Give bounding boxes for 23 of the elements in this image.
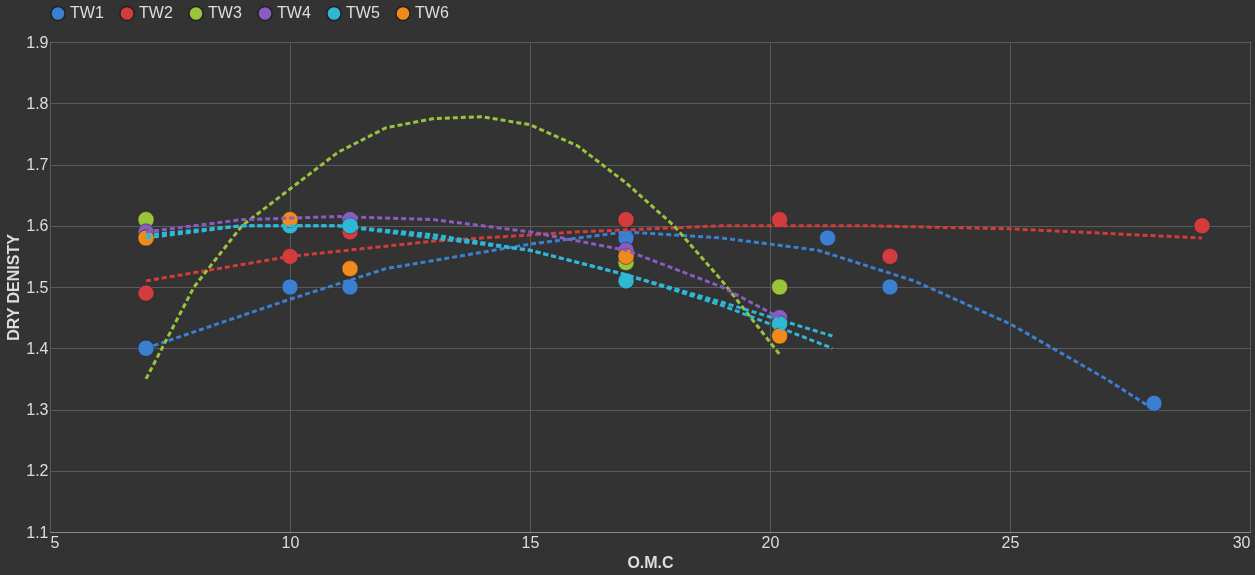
legend-label: TW5 [346, 4, 380, 22]
legend-label: TW1 [70, 4, 104, 22]
x-tick-label: 25 [1001, 533, 1020, 551]
x-tick-label: 30 [1232, 533, 1251, 551]
x-tick-label: 20 [761, 533, 780, 551]
x-tick-label: 15 [521, 533, 540, 551]
x-tick-label: 5 [50, 533, 60, 551]
y-axis-title: DRY DENISTY [5, 233, 23, 341]
y-tick-label: 1.8 [26, 94, 49, 112]
legend-label: TW6 [415, 4, 449, 22]
y-tick-label: 1.6 [26, 217, 49, 235]
legend-label: TW2 [139, 4, 173, 22]
legend-label: TW4 [277, 4, 311, 22]
y-tick-label: 1.1 [26, 523, 49, 541]
y-tick-label: 1.7 [26, 156, 49, 173]
y-tick-label: 1.5 [26, 278, 49, 296]
y-tick-label: 1.2 [26, 462, 49, 480]
y-tick-label: 1.4 [26, 339, 49, 357]
y-tick-label: 1.3 [26, 401, 49, 418]
legend-label: TW3 [208, 4, 242, 22]
x-tick-label: 10 [281, 533, 300, 551]
y-tick-label: 1.9 [26, 33, 49, 51]
x-axis-title: O.M.C [627, 553, 675, 571]
